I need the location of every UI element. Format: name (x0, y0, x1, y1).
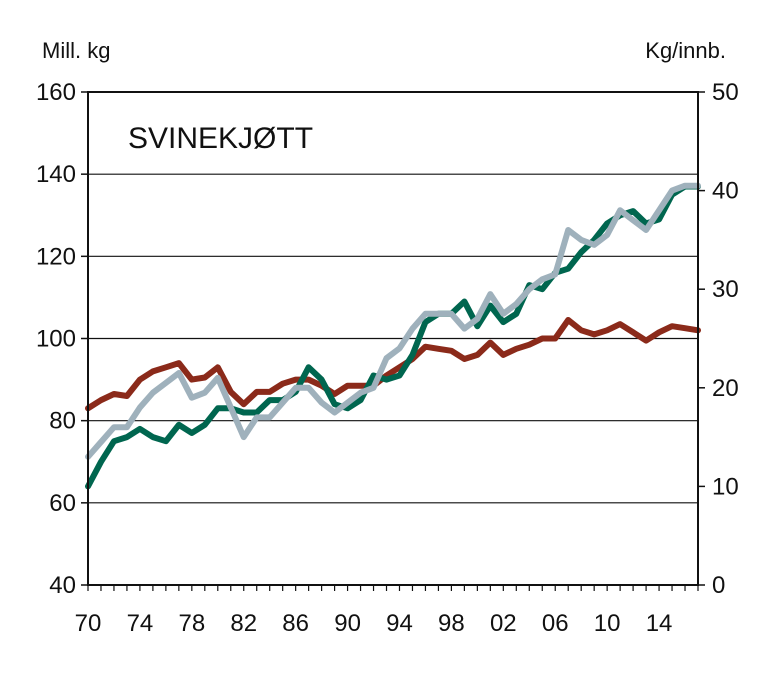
left-tick-label: 120 (36, 243, 76, 270)
x-tick-label: 78 (178, 610, 205, 637)
right-axis-unit-label: Kg/innb. (645, 38, 726, 63)
left-axis-unit-label: Mill. kg (42, 38, 110, 63)
gridlines (88, 173, 698, 504)
right-tick-label: 50 (712, 79, 739, 106)
series-line-brown (85, 317, 701, 412)
right-tick-label: 40 (712, 178, 739, 205)
series-lines (85, 182, 701, 490)
series-line-green (85, 183, 701, 490)
left-tick-label: 140 (36, 161, 76, 188)
right-tick-label: 20 (712, 375, 739, 402)
left-tick-label: 160 (36, 79, 76, 106)
x-tick-label: 10 (594, 610, 621, 637)
left-tick-label: 100 (36, 326, 76, 353)
left-tick-label: 60 (49, 490, 76, 517)
x-tick-label: 14 (646, 610, 673, 637)
x-tick-label: 82 (230, 610, 257, 637)
x-tick-label: 06 (542, 610, 569, 637)
x-tick-label: 94 (386, 610, 413, 637)
chart-title: SVINEKJØTT (128, 122, 313, 155)
x-tick-label: 90 (334, 610, 361, 637)
x-tick-label: 86 (282, 610, 309, 637)
x-tick-label: 70 (75, 610, 102, 637)
right-axis-ticks: 0 10 20 30 40 50 (698, 79, 739, 599)
left-tick-label: 80 (49, 408, 76, 435)
left-tick-label: 40 (49, 572, 76, 599)
x-tick-label: 74 (127, 610, 154, 637)
right-tick-label: 0 (712, 572, 725, 599)
x-tick-label: 98 (438, 610, 465, 637)
series-line-grey (85, 182, 701, 460)
x-tick-label: 02 (490, 610, 517, 637)
right-tick-label: 10 (712, 473, 739, 500)
x-axis-ticks: 70 74 78 82 86 90 94 98 02 06 10 14 (75, 585, 699, 637)
right-tick-label: 30 (712, 276, 739, 303)
left-axis-ticks: 40 60 80 100 120 140 160 (36, 79, 88, 599)
